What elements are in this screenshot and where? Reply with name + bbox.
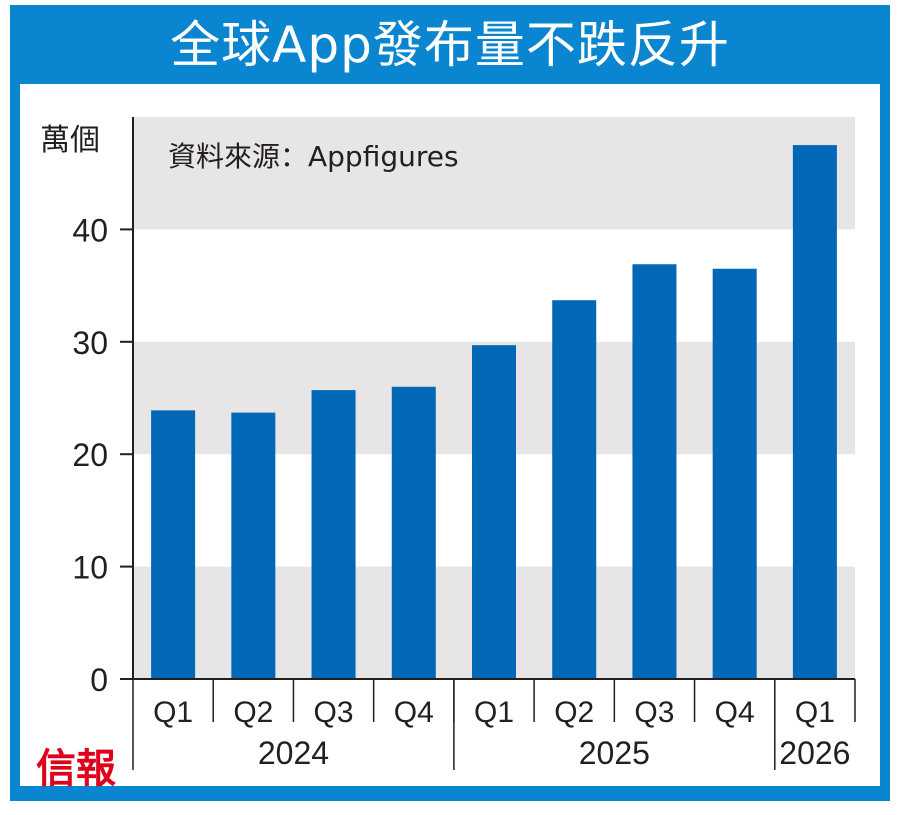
bar	[391, 386, 436, 679]
y-tick-label: 10	[72, 550, 108, 586]
x-tick-label: Q1	[474, 696, 514, 729]
y-tick-label: 30	[72, 325, 108, 361]
y-tick-label: 40	[72, 212, 108, 248]
bar	[472, 345, 516, 679]
x-tick-label: Q2	[554, 696, 594, 729]
grid-band	[133, 117, 855, 230]
x-tick-label: Q2	[233, 696, 273, 729]
x-tick-label: Q3	[314, 696, 354, 729]
x-tick-label: Q4	[715, 696, 755, 729]
hkej-logo: 信報	[36, 745, 116, 792]
year-label: 2025	[579, 735, 650, 771]
chart-title: 全球App發布量不跌反升	[170, 16, 730, 74]
bar	[792, 145, 837, 680]
bar	[151, 410, 196, 679]
x-tick-label: Q1	[153, 696, 193, 729]
bar	[231, 412, 276, 679]
source-note: 資料來源：Appfigures	[168, 140, 459, 173]
bar	[712, 268, 757, 679]
bar	[552, 300, 597, 679]
x-tick-label: Q3	[634, 696, 674, 729]
bar	[311, 390, 356, 679]
x-tick-label: Q1	[795, 696, 835, 729]
x-tick-label: Q4	[394, 696, 434, 729]
year-label: 2024	[258, 735, 329, 771]
y-tick-label: 0	[90, 662, 108, 698]
bar	[632, 264, 677, 679]
year-label: 2026	[779, 735, 850, 771]
y-axis-label: 萬個	[40, 123, 100, 158]
y-tick-label: 20	[72, 437, 108, 473]
